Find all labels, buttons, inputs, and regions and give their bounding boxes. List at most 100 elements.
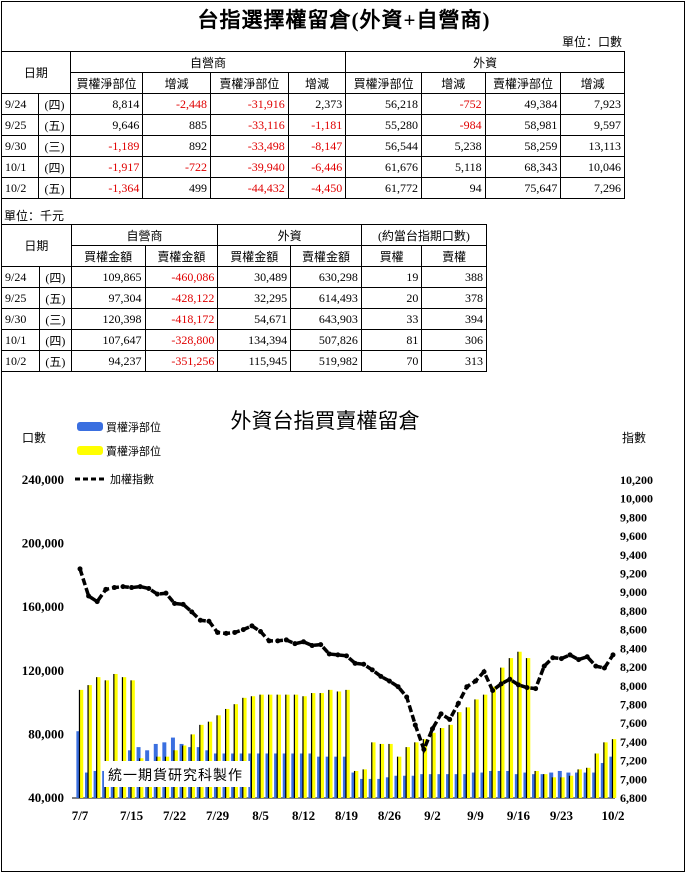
y-tick-right: 9,600 bbox=[620, 529, 647, 543]
table-row: 9/25 (五) 97,304 -428,122 32,295 614,493 20 378 bbox=[1, 287, 487, 309]
index-point bbox=[189, 609, 195, 615]
call-bar bbox=[291, 753, 296, 798]
table-cell: -1,917 bbox=[69, 156, 144, 178]
put-bar bbox=[259, 694, 264, 798]
x-tick-label: 9/16 bbox=[507, 808, 531, 823]
put-bar bbox=[517, 651, 522, 798]
dealer-group-header: 自營商 bbox=[69, 51, 347, 73]
column-header: 賣權金額 bbox=[290, 245, 362, 267]
table-cell: -351,256 bbox=[144, 350, 219, 372]
index-point bbox=[584, 654, 590, 660]
index-point bbox=[421, 746, 427, 752]
table-cell: -8,147 bbox=[287, 135, 347, 157]
index-point bbox=[447, 716, 453, 722]
table-cell: -1,181 bbox=[287, 114, 347, 136]
put-bar bbox=[500, 667, 505, 798]
index-point bbox=[232, 629, 238, 635]
put-bar bbox=[423, 739, 428, 798]
call-bar bbox=[437, 774, 442, 798]
index-point bbox=[180, 601, 186, 607]
positions-table: 日期 自營商 外資 買權淨部位 增減 賣權淨部位 增減 買權淨部位 增減 賣權淨部位 增減 9… bbox=[0, 51, 625, 199]
table-cell: 9,597 bbox=[560, 114, 625, 136]
unit-label-top: 單位：口數 bbox=[561, 35, 622, 49]
row-date: 9/25 bbox=[1, 287, 40, 309]
table-cell: 507,826 bbox=[290, 329, 362, 351]
row-weekday: (五) bbox=[38, 177, 71, 199]
call-bar bbox=[523, 772, 528, 798]
column-header: 增減 bbox=[560, 72, 625, 94]
legend-label-call: 買權淨部位 bbox=[106, 420, 161, 434]
put-bar bbox=[474, 699, 479, 798]
put-bar bbox=[543, 774, 548, 798]
put-bar bbox=[603, 742, 608, 798]
table-cell: 8,814 bbox=[69, 93, 144, 115]
index-point bbox=[593, 663, 599, 669]
table-cell: 75,647 bbox=[484, 177, 562, 199]
table-cell: 630,298 bbox=[290, 266, 362, 288]
index-point bbox=[137, 584, 143, 590]
index-point bbox=[429, 726, 435, 732]
table-cell: -722 bbox=[142, 156, 211, 178]
put-bar bbox=[509, 658, 514, 798]
table-cell: 68,343 bbox=[484, 156, 562, 178]
call-bar bbox=[506, 770, 511, 798]
put-bar bbox=[406, 747, 410, 798]
index-point bbox=[215, 629, 221, 635]
call-bar bbox=[454, 774, 459, 798]
y-tick-right: 8,400 bbox=[620, 641, 647, 655]
index-point bbox=[352, 660, 358, 666]
column-header: 買權淨部位 bbox=[69, 72, 144, 94]
index-point bbox=[275, 638, 281, 644]
index-point bbox=[515, 682, 521, 688]
table-cell: 885 bbox=[142, 114, 211, 136]
call-bar bbox=[592, 772, 597, 798]
call-bar bbox=[385, 777, 390, 798]
y-tick-left: 200,000 bbox=[22, 536, 64, 551]
put-bar bbox=[560, 777, 565, 798]
call-bar bbox=[368, 778, 373, 798]
put-bar bbox=[105, 680, 110, 798]
call-bar bbox=[299, 753, 304, 798]
call-bar bbox=[411, 775, 416, 798]
put-bar bbox=[586, 767, 591, 798]
put-bar bbox=[208, 721, 213, 798]
y-tick-left: 80,000 bbox=[28, 726, 64, 741]
index-point bbox=[601, 665, 607, 671]
index-point bbox=[507, 676, 513, 682]
call-bar bbox=[84, 772, 89, 798]
table-cell: 614,493 bbox=[290, 287, 362, 309]
chart-title: 外資台指買賣權留倉 bbox=[231, 409, 420, 433]
y-tick-right: 8,200 bbox=[620, 660, 647, 674]
table-cell: 49,384 bbox=[484, 93, 562, 115]
index-point bbox=[464, 684, 470, 690]
index-point bbox=[481, 669, 487, 675]
call-bar bbox=[463, 774, 468, 798]
row-date: 9/24 bbox=[1, 266, 40, 288]
table-cell: -44,432 bbox=[209, 177, 289, 199]
row-date: 9/24 bbox=[0, 93, 40, 115]
table-cell: 115,945 bbox=[217, 350, 292, 372]
table-cell: -752 bbox=[420, 93, 486, 115]
table-cell: 7,296 bbox=[560, 177, 625, 199]
index-point bbox=[240, 627, 246, 633]
table-cell: 9,646 bbox=[69, 114, 144, 136]
index-point bbox=[266, 638, 272, 644]
table-cell: -33,116 bbox=[209, 114, 289, 136]
put-bar bbox=[612, 739, 617, 798]
table-cell: 388 bbox=[421, 266, 487, 288]
y-tick-right: 9,400 bbox=[620, 548, 647, 562]
call-bar bbox=[575, 772, 579, 798]
y-tick-right: 8,800 bbox=[620, 604, 647, 618]
put-bar bbox=[449, 724, 453, 798]
call-bar bbox=[256, 753, 261, 798]
row-weekday: (五) bbox=[38, 350, 72, 372]
table-cell: 61,676 bbox=[345, 156, 422, 178]
y-tick-right: 9,200 bbox=[620, 567, 647, 581]
foreign-group-header: 外資 bbox=[345, 51, 625, 73]
legend-label-put: 賣權淨部位 bbox=[106, 444, 161, 458]
index-point bbox=[172, 600, 178, 606]
index-point bbox=[146, 585, 152, 591]
index-point bbox=[541, 663, 547, 669]
table-cell: 70 bbox=[360, 350, 423, 372]
put-bar bbox=[526, 658, 531, 798]
